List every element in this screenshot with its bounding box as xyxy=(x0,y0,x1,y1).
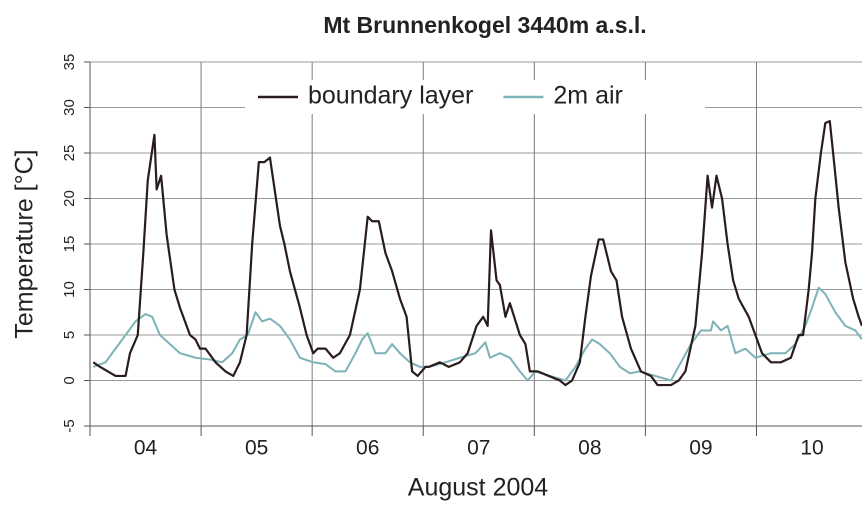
y-tick-label: 5 xyxy=(61,331,78,339)
data-line xyxy=(92,120,862,387)
y-tick-label: 0 xyxy=(61,376,78,384)
x-tick-label: 05 xyxy=(245,437,268,460)
plot-area xyxy=(92,120,862,387)
x-tick-label: 09 xyxy=(689,437,712,460)
x-tick-label: 04 xyxy=(134,437,158,460)
y-tick-label: -5 xyxy=(61,419,78,432)
y-tick-label: 30 xyxy=(61,99,78,116)
x-axis-label: August 2004 xyxy=(408,474,548,502)
x-tick-label: 08 xyxy=(578,437,601,460)
y-tick-label: 25 xyxy=(61,145,78,162)
legend-box xyxy=(245,80,705,114)
legend-label: boundary layer xyxy=(308,82,473,110)
x-tick-label: 10 xyxy=(800,437,823,460)
y-tick-label: 20 xyxy=(61,190,78,207)
y-tick-label: 10 xyxy=(61,281,78,298)
y-tick-label: 15 xyxy=(61,236,78,253)
y-axis-label: Temperature [°C] xyxy=(11,149,39,338)
x-tick-label: 07 xyxy=(467,437,490,460)
y-tick-label: 35 xyxy=(61,54,78,71)
x-tick-label: 06 xyxy=(356,437,379,460)
data-line xyxy=(92,286,862,382)
chart-title: Mt Brunnenkogel 3440m a.s.l. xyxy=(323,12,646,38)
legend-label: 2m air xyxy=(553,82,622,110)
